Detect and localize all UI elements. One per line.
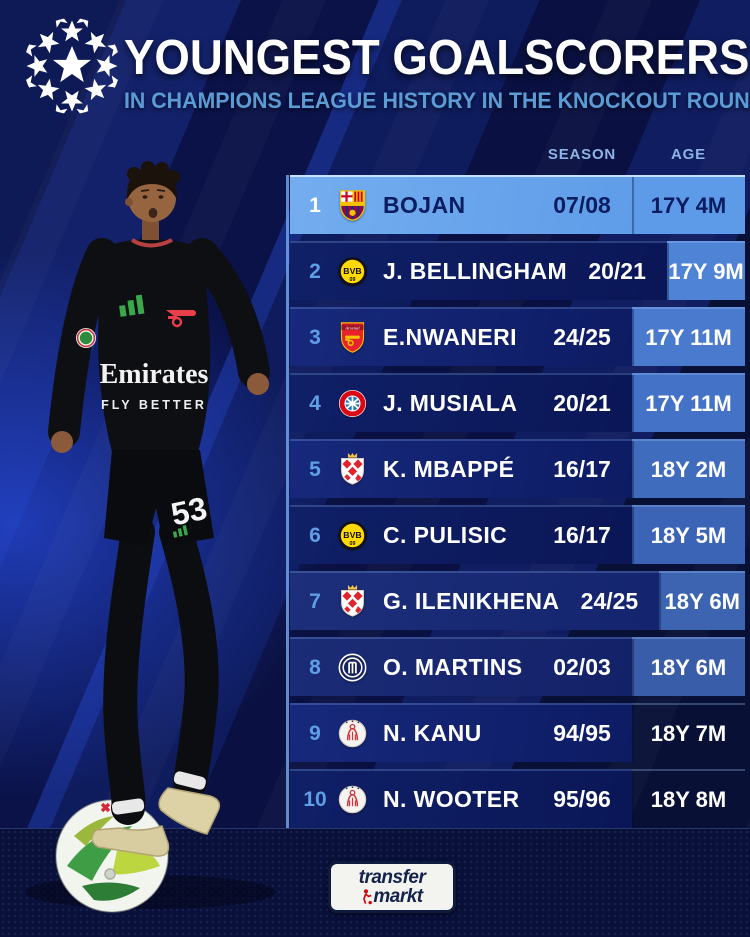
- rank-label: 5: [309, 457, 321, 481]
- ranking-table: SEASON AGE 1 BOJAN 07/08: [286, 140, 745, 835]
- rank-label: 4: [309, 391, 321, 415]
- cup-sleeve-badge-icon: [76, 328, 96, 348]
- rank-label: 3: [309, 325, 321, 349]
- player-name: C. PULISIC: [383, 522, 508, 548]
- age-column-header: AGE: [671, 145, 706, 163]
- table-row: 1 BOJAN 07/08 17Y 4M: [290, 175, 745, 234]
- age-value: 17Y 11M: [632, 307, 745, 366]
- season-value: 20/21: [553, 390, 611, 416]
- age-value: 18Y 2M: [632, 439, 745, 498]
- arsenal-crest-icon: Arsenal: [335, 321, 369, 355]
- player-name: J. MUSIALA: [383, 390, 518, 416]
- champions-league-starball-icon: [24, 18, 120, 114]
- adidas-logo-icon: [119, 294, 145, 317]
- right-boot: [158, 787, 221, 835]
- age-value: 18Y 6M: [659, 571, 745, 630]
- age-value: 18Y 6M: [632, 637, 745, 696]
- rank-label: 1: [309, 193, 321, 217]
- season-column-header: SEASON: [547, 145, 617, 163]
- table-row: 7 G. ILENIKHENA 24/25 18Y 6M: [290, 571, 745, 630]
- player-name: O. MARTINS: [383, 654, 523, 680]
- page-subtitle: IN CHAMPIONS LEAGUE HISTORY IN THE KNOCK…: [124, 88, 750, 113]
- player-name: J. BELLINGHAM: [383, 258, 568, 284]
- season-value: 02/03: [553, 654, 611, 680]
- age-value: 18Y 8M: [632, 769, 745, 828]
- svg-text:BVB: BVB: [343, 266, 361, 276]
- shorts-number-text: 53: [168, 490, 210, 533]
- season-value: 20/21: [588, 258, 646, 284]
- age-value: 18Y 5M: [632, 505, 745, 564]
- inter-crest-icon: [335, 651, 369, 685]
- season-value: 95/96: [553, 786, 611, 812]
- age-value: 17Y 4M: [632, 175, 745, 234]
- season-value: 24/25: [580, 588, 639, 614]
- dortmund-crest-icon: BVB 09: [335, 519, 369, 553]
- transfermarkt-logo: transfer markt: [328, 861, 456, 913]
- age-value: 17Y 11M: [632, 373, 745, 432]
- table-row: 8 O. MARTINS 02/03 18Y 6M: [290, 637, 745, 696]
- barcelona-crest-icon: [335, 189, 369, 223]
- season-value: 94/95: [553, 720, 611, 746]
- table-left-accent-line: [286, 175, 289, 828]
- player-name: K. MBAPPÉ: [383, 456, 515, 482]
- table-row: 4 J. MUSIALA 20/21 17Y 11M: [290, 373, 745, 432]
- table-row-highlighted: 3 Arsenal E.NWANERI 24/25 17Y 11M: [290, 307, 745, 366]
- ajax-crest-icon: [335, 783, 369, 817]
- dortmund-crest-icon: BVB 09: [335, 255, 369, 289]
- player-name: G. ILENIKHENA: [383, 588, 560, 614]
- table-row: 2 BVB 09 J. BELLINGHAM 20/21 17Y 9M: [290, 241, 745, 300]
- season-value: 07/08: [553, 192, 611, 218]
- rank-label: 9: [309, 721, 321, 745]
- rank-label: 2: [309, 259, 321, 283]
- rank-label: 7: [309, 589, 321, 613]
- svg-text:09: 09: [349, 541, 355, 547]
- rank-label: 10: [303, 787, 327, 811]
- rank-label: 6: [309, 523, 321, 547]
- player-name: BOJAN: [383, 192, 466, 218]
- monaco-crest-icon: [335, 453, 369, 487]
- season-value: 16/17: [553, 522, 611, 548]
- season-value: 16/17: [553, 456, 611, 482]
- age-value: 17Y 9M: [667, 241, 745, 300]
- svg-text:Arsenal: Arsenal: [344, 325, 360, 330]
- arsenal-cannon-icon: [166, 310, 196, 328]
- transfermarkt-logo-line2: markt: [373, 886, 423, 907]
- age-value: 18Y 7M: [632, 703, 745, 762]
- jersey-sponsor-text: Emirates: [100, 359, 209, 390]
- page-title: YOUNGEST GOALSCORERS: [124, 31, 750, 85]
- jersey-slogan-text: FLY BETTER: [101, 398, 207, 412]
- table-row: 5 K. MBAPPÉ 16/17 18Y 2M: [290, 439, 745, 498]
- transfermarkt-player-icon: [363, 888, 373, 904]
- player-photo: Emirates FLY BETTER 53: [25, 161, 275, 913]
- svg-text:09: 09: [349, 277, 355, 283]
- bayern-crest-icon: [335, 387, 369, 421]
- rank-label: 8: [309, 655, 321, 679]
- player-name: E.NWANERI: [383, 324, 517, 350]
- monaco-crest-icon: [335, 585, 369, 619]
- player-name: N. WOOTER: [383, 786, 520, 812]
- transfermarkt-logo-line1: transfer: [358, 866, 426, 888]
- left-boot: [91, 825, 170, 857]
- player-name: N. KANU: [383, 720, 482, 746]
- svg-text:BVB: BVB: [343, 530, 361, 540]
- season-value: 24/25: [553, 324, 611, 350]
- table-row: 9 N. KANU 94/95 18Y 7M: [290, 703, 745, 762]
- table-header-row: SEASON AGE: [290, 140, 745, 168]
- table-row: 6 BVB 09 C. PULISIC 16/17 18Y 5M: [290, 505, 745, 564]
- table-row: 10 N. WOOTER 95/96 18Y 8M: [290, 769, 745, 828]
- ajax-crest-icon: [335, 717, 369, 751]
